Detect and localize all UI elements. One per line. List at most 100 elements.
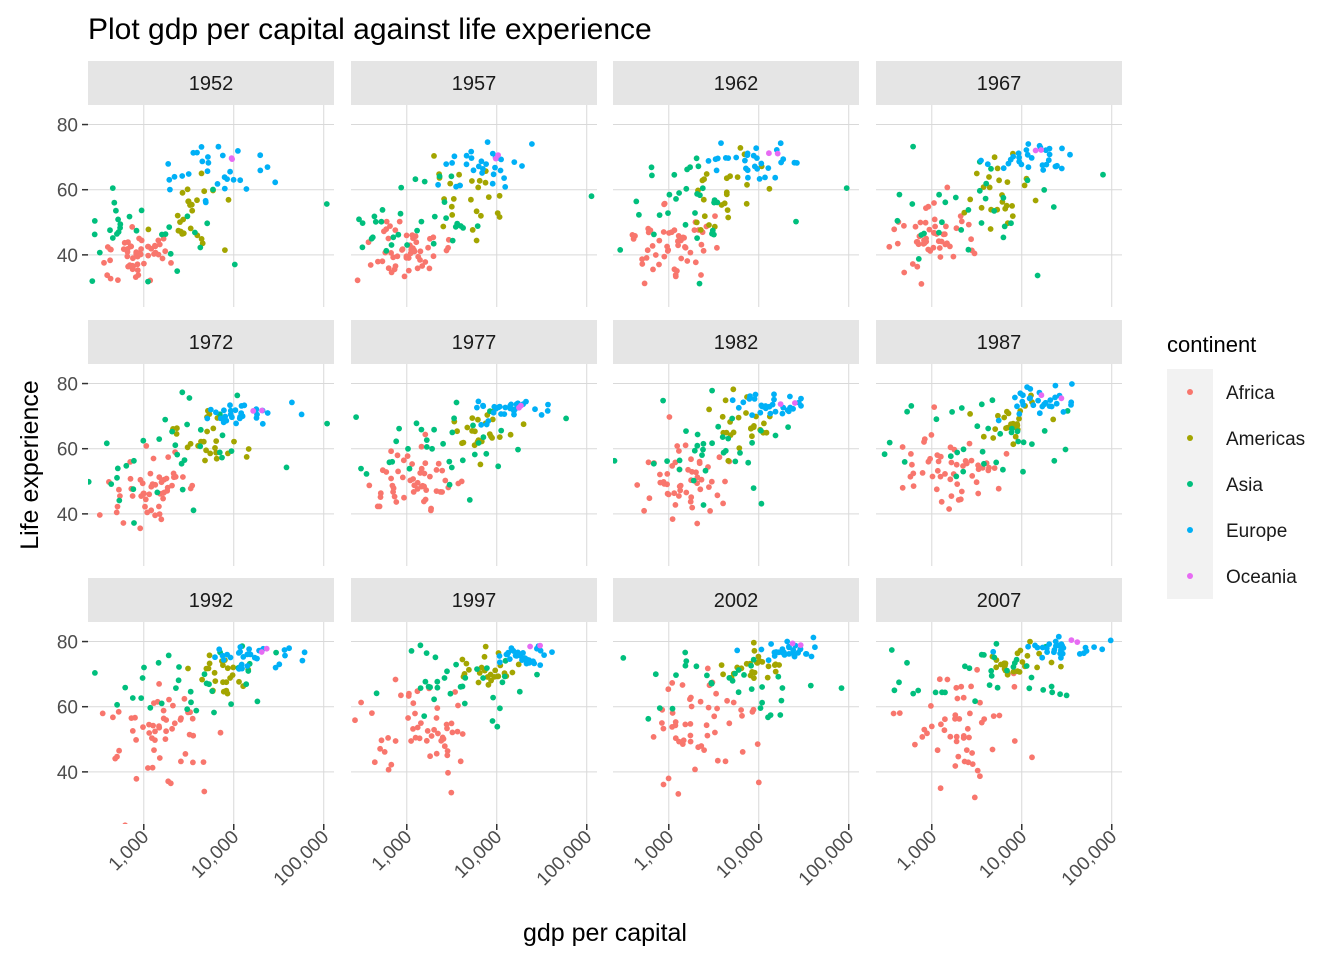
data-point bbox=[107, 257, 113, 264]
data-point bbox=[722, 397, 729, 404]
data-point bbox=[978, 651, 985, 658]
data-point bbox=[744, 152, 751, 159]
data-point bbox=[227, 411, 234, 418]
data-point bbox=[788, 234, 794, 240]
data-point bbox=[1009, 213, 1016, 220]
data-point bbox=[761, 420, 767, 427]
data-point bbox=[410, 700, 417, 707]
data-point bbox=[414, 479, 421, 486]
data-point bbox=[966, 440, 973, 447]
data-point bbox=[613, 457, 618, 464]
data-point bbox=[965, 246, 972, 253]
data-point bbox=[937, 254, 944, 260]
data-point bbox=[449, 729, 456, 736]
data-point bbox=[772, 408, 779, 415]
data-point bbox=[899, 484, 906, 491]
data-point bbox=[687, 498, 694, 505]
data-point bbox=[448, 203, 455, 210]
data-point bbox=[163, 717, 170, 723]
data-point bbox=[753, 145, 760, 152]
data-point bbox=[120, 520, 127, 526]
data-point bbox=[170, 702, 176, 709]
data-point bbox=[1010, 441, 1017, 448]
data-point bbox=[421, 470, 428, 477]
data-point bbox=[253, 415, 260, 421]
data-point bbox=[434, 678, 441, 685]
data-point bbox=[684, 166, 690, 173]
data-point bbox=[221, 174, 228, 181]
data-point bbox=[960, 446, 967, 453]
data-point bbox=[272, 664, 279, 671]
data-point bbox=[138, 207, 145, 214]
facet-strip-label: 2007 bbox=[977, 590, 1022, 612]
data-point bbox=[1028, 155, 1035, 161]
data-point bbox=[435, 730, 441, 737]
data-point bbox=[388, 250, 394, 256]
data-point bbox=[484, 665, 490, 671]
data-point bbox=[121, 239, 128, 246]
data-point bbox=[953, 733, 960, 740]
data-point bbox=[136, 235, 143, 242]
data-point bbox=[234, 392, 241, 399]
x-tick-label: 10,000 bbox=[975, 827, 1031, 883]
data-point bbox=[700, 247, 707, 254]
data-point bbox=[189, 482, 196, 489]
data-point bbox=[179, 189, 186, 196]
x-tick-label: 100,000 bbox=[1058, 827, 1121, 890]
data-point bbox=[165, 454, 172, 460]
data-point bbox=[263, 645, 270, 652]
data-point bbox=[589, 218, 595, 224]
data-point bbox=[992, 426, 999, 432]
data-point bbox=[418, 465, 425, 472]
data-point bbox=[388, 269, 395, 276]
data-point bbox=[151, 700, 157, 706]
data-point bbox=[675, 242, 681, 249]
data-point bbox=[952, 715, 958, 722]
data-point bbox=[926, 226, 933, 233]
data-point bbox=[726, 675, 733, 681]
data-point bbox=[1017, 647, 1024, 654]
data-point bbox=[441, 675, 448, 681]
data-point bbox=[1050, 204, 1057, 210]
data-point bbox=[932, 223, 938, 230]
data-point bbox=[190, 732, 197, 739]
data-point bbox=[140, 437, 147, 444]
data-point bbox=[1052, 163, 1059, 170]
data-point bbox=[935, 458, 942, 465]
data-point bbox=[545, 401, 551, 408]
data-point bbox=[1014, 403, 1020, 410]
data-point bbox=[1025, 164, 1032, 171]
data-point bbox=[166, 696, 172, 703]
data-point bbox=[725, 214, 732, 221]
data-point bbox=[177, 228, 184, 235]
data-point bbox=[388, 448, 394, 455]
data-point bbox=[907, 473, 914, 480]
data-point bbox=[137, 525, 144, 532]
data-point bbox=[455, 702, 461, 709]
data-point bbox=[769, 401, 776, 408]
data-point bbox=[985, 467, 992, 474]
data-point bbox=[129, 728, 136, 734]
data-point bbox=[647, 227, 654, 234]
legend-label: Europe bbox=[1226, 521, 1287, 542]
data-point bbox=[976, 187, 983, 194]
data-point bbox=[412, 176, 419, 183]
data-point bbox=[165, 778, 172, 785]
data-point bbox=[250, 408, 257, 414]
data-point bbox=[676, 483, 683, 490]
data-point bbox=[676, 493, 682, 499]
data-point bbox=[405, 267, 412, 274]
data-point bbox=[775, 673, 782, 680]
data-point bbox=[1042, 399, 1049, 406]
data-point bbox=[1009, 425, 1015, 432]
data-point bbox=[981, 460, 987, 467]
data-point bbox=[238, 661, 245, 668]
data-point bbox=[894, 217, 901, 224]
data-point bbox=[164, 487, 171, 494]
data-point bbox=[732, 670, 738, 677]
data-point bbox=[798, 402, 804, 409]
data-point bbox=[963, 747, 970, 753]
data-point bbox=[742, 157, 748, 164]
data-point bbox=[758, 160, 765, 167]
data-point bbox=[301, 649, 308, 656]
